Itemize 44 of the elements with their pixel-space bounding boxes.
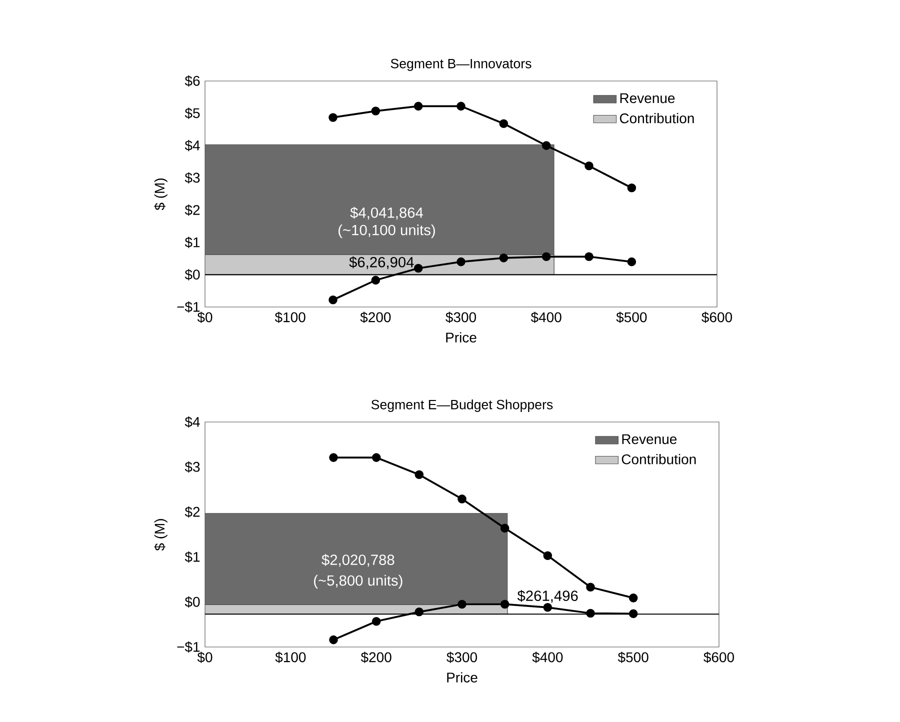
x-tick-label: $600 bbox=[702, 312, 732, 324]
legend-label: Revenue bbox=[622, 434, 677, 444]
y-tick-label: −$1 bbox=[177, 641, 200, 653]
y-tick-label: $4 bbox=[184, 140, 200, 152]
y-axis-title: $ (M) bbox=[154, 519, 168, 551]
x-tick-label: $0 bbox=[197, 652, 212, 664]
x-tick-label: $200 bbox=[360, 652, 392, 664]
y-tick-label: $0 bbox=[184, 269, 200, 280]
annotation: (~5,800 units) bbox=[314, 574, 402, 589]
x-tick-label: $200 bbox=[360, 312, 391, 324]
annotation: (~10,100 units) bbox=[338, 224, 435, 238]
legend-label: Contribution bbox=[620, 113, 694, 124]
x-axis-title: Price bbox=[447, 672, 478, 682]
x-tick-label: $0 bbox=[197, 312, 212, 324]
x-tick-label: $400 bbox=[532, 652, 563, 664]
y-tick-label: $1 bbox=[184, 551, 200, 563]
x-tick-label: $300 bbox=[446, 652, 478, 664]
x-tick-label: $300 bbox=[446, 312, 476, 324]
y-axis-title: $ (M) bbox=[154, 178, 168, 210]
annotation: $6,26,904 bbox=[349, 256, 414, 270]
legend-label: Revenue bbox=[620, 93, 675, 104]
x-tick-label: $100 bbox=[274, 312, 306, 324]
y-tick-label: $6 bbox=[184, 75, 200, 87]
chart-title: Segment E—Budget Shoppers bbox=[371, 400, 553, 412]
chart-title: Segment B—Innovators bbox=[390, 58, 532, 71]
x-tick-label: $400 bbox=[530, 312, 562, 324]
legend-label: Contribution bbox=[622, 454, 696, 464]
y-tick-label: −$1 bbox=[177, 301, 200, 313]
x-axis-title: Price bbox=[446, 332, 476, 342]
y-tick-label: $3 bbox=[184, 461, 200, 473]
y-tick-label: $2 bbox=[184, 204, 200, 216]
y-tick-label: $4 bbox=[184, 416, 200, 428]
x-tick-label: $500 bbox=[616, 312, 647, 324]
annotation: $261,496 bbox=[517, 590, 578, 603]
annotation: $2,020,788 bbox=[322, 554, 394, 567]
x-tick-label: $600 bbox=[704, 652, 734, 664]
y-tick-label: $0 bbox=[184, 596, 200, 608]
y-tick-label: $3 bbox=[184, 172, 200, 184]
x-tick-label: $100 bbox=[275, 652, 306, 664]
y-tick-label: $2 bbox=[184, 506, 200, 518]
x-tick-label: $500 bbox=[618, 652, 648, 664]
y-tick-label: $5 bbox=[184, 108, 200, 119]
y-tick-label: $1 bbox=[184, 236, 200, 248]
annotation: $4,041,864 bbox=[350, 206, 424, 220]
